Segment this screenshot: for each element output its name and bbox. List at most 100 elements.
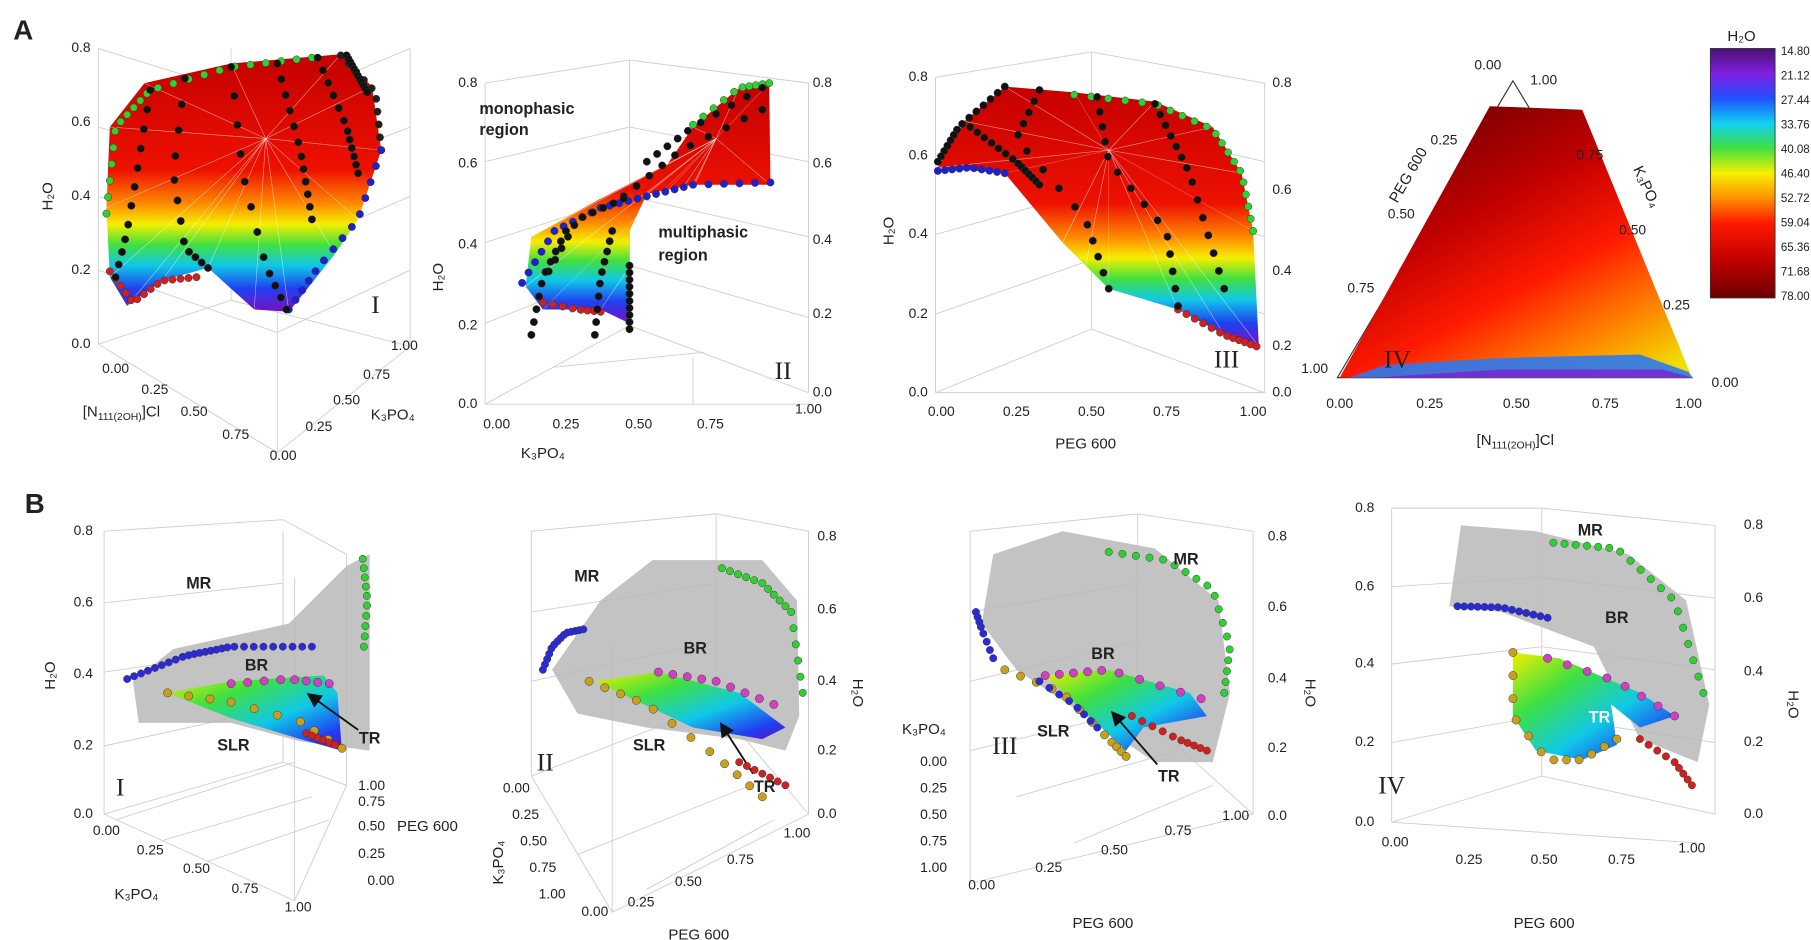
mesh-line: [629, 138, 717, 324]
dot: [184, 274, 193, 282]
tick-label: 0.2: [71, 261, 90, 277]
dot: [247, 202, 256, 211]
dot: [240, 642, 248, 651]
dot: [1229, 157, 1238, 166]
mesh-line: [265, 138, 290, 312]
dot: [363, 88, 372, 97]
mesh-line: [1108, 149, 1260, 347]
axis-label: PEG 600: [397, 818, 458, 835]
axis-label: K₃PO₄: [902, 721, 946, 738]
dot: [104, 193, 113, 202]
tick-label: 0.50: [181, 403, 208, 419]
mesh-line: [144, 82, 266, 139]
dot: [265, 269, 274, 278]
tick-label: 0.8: [74, 522, 94, 538]
dot: [230, 642, 239, 651]
panel-numeral: IV: [1384, 345, 1411, 373]
dot: [532, 305, 541, 314]
dot: [1220, 284, 1229, 293]
dot: [645, 171, 654, 180]
grid-line: [485, 126, 630, 163]
dot: [933, 157, 942, 166]
dot: [671, 151, 679, 160]
dot: [1097, 666, 1107, 675]
dot: [301, 177, 310, 186]
dot: [769, 590, 778, 599]
dot: [1138, 98, 1147, 107]
tick-label: 0.25: [137, 842, 164, 858]
dot: [1605, 543, 1614, 552]
dot: [980, 133, 989, 142]
tick-label: 0.6: [909, 147, 929, 163]
dot: [230, 92, 239, 100]
tick-label: 0.0: [1272, 383, 1292, 399]
dot: [102, 209, 111, 218]
dot: [1166, 131, 1175, 140]
dot: [734, 570, 742, 579]
tick-label: 0.4: [909, 225, 929, 241]
axis-label: K₃PO₄: [1629, 163, 1663, 210]
grid-line: [1091, 328, 1265, 394]
dot: [144, 666, 152, 675]
tick-label: 0.00: [581, 903, 608, 919]
tick-label: 0.2: [1272, 337, 1291, 353]
dot: [1166, 250, 1174, 258]
dot: [1176, 687, 1185, 697]
tick-label: 0.4: [74, 665, 94, 681]
tick-label: 0.0: [74, 805, 94, 821]
dot: [1612, 734, 1622, 744]
dot: [290, 122, 298, 131]
tick-label: 0.25: [358, 845, 385, 861]
dot: [962, 163, 971, 172]
tick-label: 0.2: [74, 737, 93, 753]
dot: [1177, 153, 1186, 162]
tick-label: 0.50: [520, 832, 547, 848]
dot: [1100, 730, 1109, 740]
dot: [376, 133, 384, 142]
dot: [1616, 547, 1625, 556]
dot: [320, 256, 328, 265]
dot: [337, 743, 347, 753]
dot: [184, 691, 194, 701]
grid-line: [294, 785, 348, 901]
tick-label: 0.25: [1003, 403, 1030, 419]
dot: [1670, 758, 1679, 767]
dot: [273, 59, 282, 68]
dot: [941, 166, 949, 175]
colorbar-tick: 40.08: [1781, 144, 1810, 156]
tick-label: 0.50: [183, 860, 210, 876]
tick-label: 0.75: [1576, 147, 1603, 163]
region-label: MR: [574, 568, 599, 586]
tick-label: 0.00: [1382, 834, 1409, 850]
mesh-line: [692, 138, 717, 185]
dot: [1494, 603, 1502, 612]
grid-line: [1391, 821, 1698, 844]
dot: [653, 150, 662, 158]
dot: [343, 127, 352, 136]
label-part: ]Cl: [142, 403, 160, 420]
dot: [1536, 747, 1546, 757]
mesh-line: [265, 138, 359, 220]
dot: [979, 629, 988, 638]
dot: [722, 123, 731, 132]
dot: [1161, 121, 1170, 130]
dot: [985, 166, 994, 175]
dot: [294, 138, 303, 147]
dot: [1182, 163, 1191, 172]
dot: [798, 688, 807, 697]
dot: [766, 773, 774, 782]
dot: [758, 769, 767, 778]
mesh-line: [531, 138, 717, 237]
mesh-line: [126, 138, 266, 307]
dot: [735, 179, 744, 188]
colorbar-tick: 59.04: [1781, 217, 1810, 229]
tick-label: 0.00: [102, 360, 129, 376]
dot: [215, 66, 224, 75]
dot: [1055, 184, 1063, 193]
dot: [791, 640, 800, 649]
dot: [933, 166, 942, 175]
mesh-line: [1004, 86, 1109, 151]
dot: [154, 83, 162, 92]
dot: [311, 267, 320, 276]
tick-label: 0.8: [458, 74, 478, 90]
